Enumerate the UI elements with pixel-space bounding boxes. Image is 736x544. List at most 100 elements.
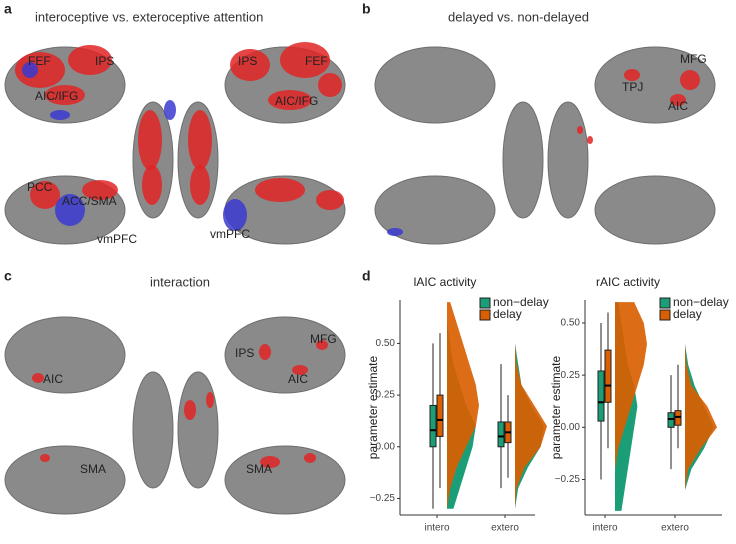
chart-title: rAIC activity (596, 275, 660, 289)
region-label: MFG (310, 332, 337, 346)
activation (22, 62, 38, 78)
y-tick-label: −0.25 (370, 493, 396, 504)
activation (223, 199, 247, 231)
panel-letter: d (362, 268, 371, 284)
box (604, 349, 612, 403)
brain (177, 371, 219, 489)
violin (447, 302, 479, 509)
region-label: AIC (43, 372, 63, 386)
violin (685, 302, 717, 511)
activation (138, 110, 162, 170)
y-axis-label: parameter estimate (366, 355, 380, 459)
activation (184, 400, 196, 420)
y-tick-label: 0.50 (561, 318, 581, 329)
brain (4, 445, 126, 515)
activation (680, 70, 700, 90)
activation (670, 94, 686, 106)
brain (502, 101, 544, 219)
activation (280, 42, 330, 78)
legend-swatch (479, 297, 491, 309)
activation (318, 73, 342, 97)
region-label: MFG (680, 52, 707, 66)
legend-label: delay (493, 307, 522, 321)
activation (316, 340, 328, 350)
violin (515, 302, 547, 509)
region-label: IPS (235, 346, 254, 360)
chart-title: lAIC activity (414, 275, 477, 289)
x-tick-label: intero (592, 523, 617, 534)
box (436, 394, 444, 437)
brain (594, 46, 716, 124)
activation (577, 126, 583, 134)
region-label: IPS (238, 54, 257, 68)
activation (304, 453, 316, 463)
activation (32, 373, 44, 383)
y-tick-label: 0.00 (376, 441, 396, 452)
brain (224, 316, 346, 394)
box (674, 410, 682, 426)
brain (132, 371, 174, 489)
region-label: vmPFC (97, 232, 137, 246)
activation (45, 85, 85, 105)
region-label: AIC/IFG (275, 94, 318, 108)
region-label: vmPFC (210, 227, 250, 241)
y-tick-label: 0.25 (561, 370, 581, 381)
activation (142, 165, 162, 205)
x-tick-label: extero (661, 523, 689, 534)
y-tick-label: 0.00 (561, 422, 581, 433)
box (597, 370, 605, 422)
brain (594, 175, 716, 245)
y-axis-label: parameter estimate (549, 355, 563, 459)
activation (587, 136, 593, 144)
box (429, 404, 437, 448)
legend-label: non−delay (673, 295, 729, 309)
box (497, 421, 505, 448)
panel-letter: c (4, 268, 12, 284)
region-label: ACC/SMA (62, 194, 117, 208)
violin (615, 302, 647, 511)
region-label: AIC (288, 372, 308, 386)
brain (547, 101, 589, 219)
x-tick-label: extero (491, 523, 519, 534)
region-label: FEF (28, 54, 51, 68)
y-tick-label: 0.50 (376, 338, 396, 349)
region-labels: FEF IPS AIC/IFG IPS FEF AIC/IFG PCC ACC/… (27, 52, 707, 476)
legend-swatch (659, 309, 671, 321)
activation (30, 181, 60, 209)
activation (624, 69, 640, 81)
activation (230, 49, 270, 81)
legend-swatch (479, 309, 491, 321)
legend-label: delay (673, 307, 702, 321)
activation (40, 454, 50, 462)
brain (374, 46, 496, 124)
activation (268, 90, 312, 110)
brain-renderings (4, 42, 716, 515)
region-label: FEF (305, 54, 328, 68)
panel-title: delayed vs. non-delayed (448, 9, 589, 24)
activation (190, 165, 210, 205)
brain (224, 445, 346, 515)
activation (55, 194, 85, 226)
activation (188, 110, 212, 170)
activation (206, 392, 214, 408)
brain (4, 316, 126, 394)
activation (255, 178, 305, 202)
panel-letter: b (362, 1, 371, 17)
box (667, 412, 675, 428)
activation (68, 45, 112, 75)
region-label: TPJ (622, 80, 643, 94)
charts: lAIC activity parameter estimate −0.25 0.00… (366, 275, 729, 533)
region-label: AIC/IFG (35, 89, 78, 103)
panel-title: interaction (150, 274, 210, 289)
activation (50, 110, 70, 120)
legend-swatch (659, 297, 671, 309)
brain (374, 175, 496, 245)
activation (292, 365, 308, 375)
region-label: IPS (95, 54, 114, 68)
activation (259, 344, 271, 360)
region-label: AIC (668, 99, 688, 113)
panel-letter: a (4, 1, 12, 17)
region-label: PCC (27, 180, 53, 194)
legend-label: non−delay (493, 295, 549, 309)
